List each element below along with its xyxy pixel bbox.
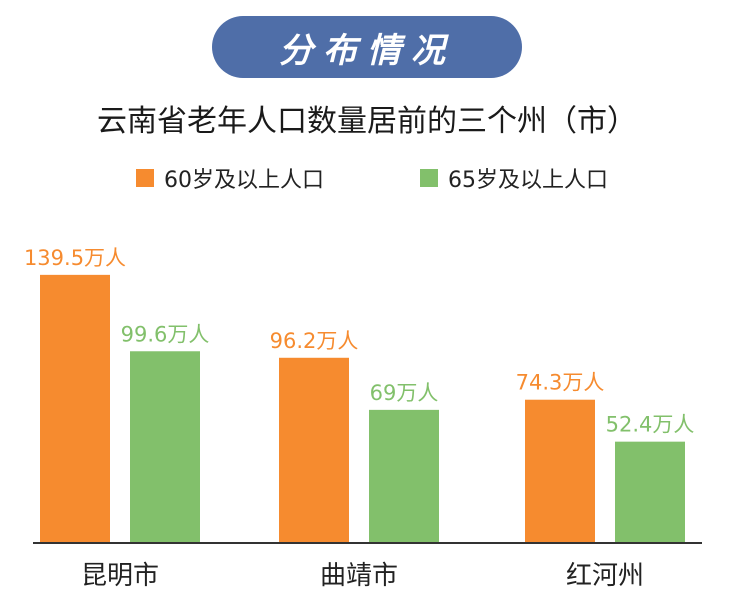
category-label-2: 红河州 <box>566 561 644 591</box>
legend-swatch-60 <box>136 169 154 187</box>
data-label-65-0: 99.6万人 <box>121 322 210 346</box>
bar-65-2 <box>615 441 685 542</box>
chart-title: 云南省老年人口数量居前的三个州（市） <box>97 104 637 139</box>
data-label-65-1: 69万人 <box>370 381 439 405</box>
legend-label-65: 65岁及以上人口 <box>448 168 608 193</box>
section-banner: 分布情况 <box>212 16 522 78</box>
bar-60-2 <box>525 399 595 542</box>
category-label-1: 曲靖市 <box>320 561 398 591</box>
legend-item-60: 60岁及以上人口 <box>136 162 324 194</box>
legend-item-65: 65岁及以上人口 <box>420 162 608 194</box>
bar-65-1 <box>369 409 439 542</box>
category-label-0: 昆明市 <box>81 561 159 591</box>
legend-swatch-65 <box>420 169 438 187</box>
data-label-60-2: 74.3万人 <box>516 371 605 395</box>
bar-60-0 <box>40 274 110 542</box>
banner-label: 分布情况 <box>279 30 455 71</box>
legend-label-60: 60岁及以上人口 <box>164 168 324 193</box>
bar-65-0 <box>130 351 200 542</box>
bar-60-1 <box>279 357 349 542</box>
data-label-60-0: 139.5万人 <box>24 246 126 270</box>
data-label-60-1: 96.2万人 <box>270 329 359 353</box>
legend: 60岁及以上人口 65岁及以上人口 <box>0 162 734 194</box>
data-label-65-2: 52.4万人 <box>606 413 695 437</box>
